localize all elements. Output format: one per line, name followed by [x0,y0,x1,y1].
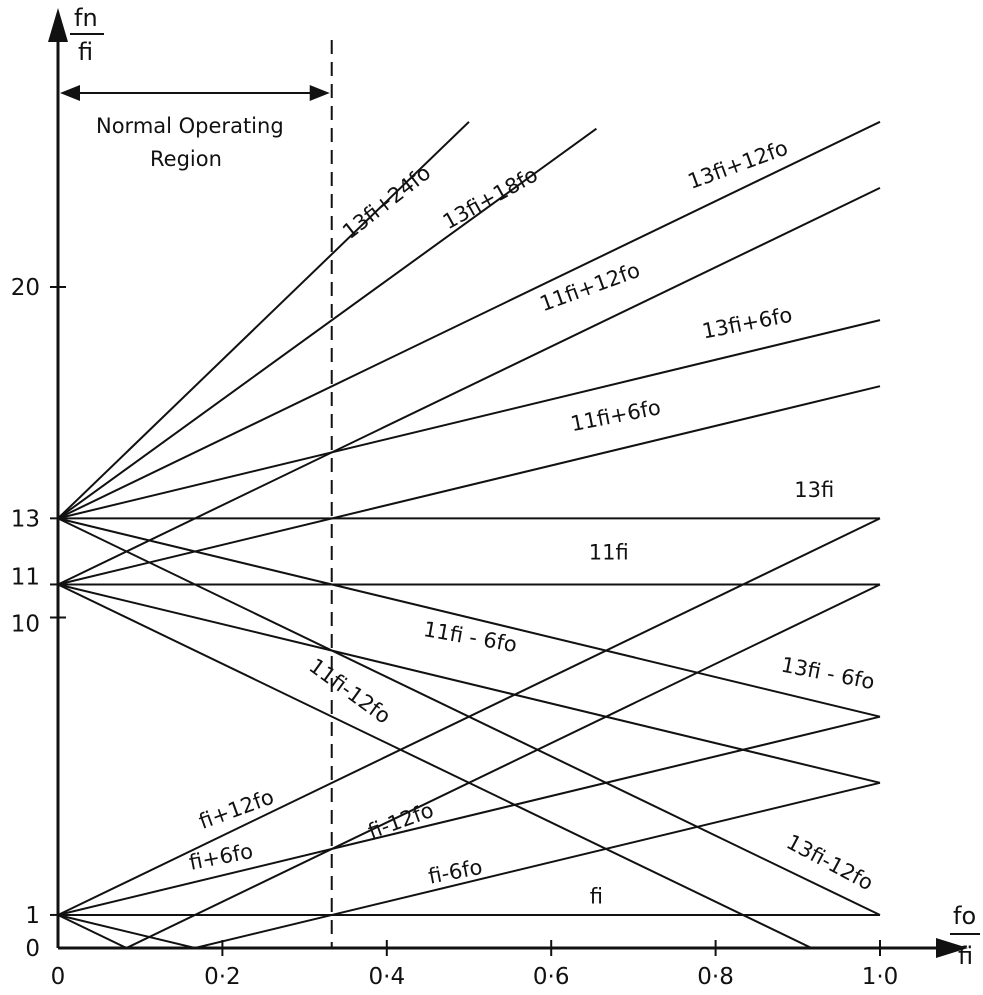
series-label-fi-12fo: fi-12fo [365,798,437,844]
series-label-fi-12fo: fi+12fo [196,785,277,834]
series-label-13fi-18fo: 13fi+18fo [439,162,542,234]
x-label-denominator: fi [958,942,973,970]
series-line-13fi-12fo [57,120,881,520]
series-lines [57,120,881,950]
series-line-13fi-6fo [57,517,881,718]
y-label-numerator: fn [74,4,98,32]
x-label-numerator: fo [953,902,976,930]
series-line-11fi-6fo [57,583,881,784]
region-label-line1: Normal Operating [96,114,284,138]
series-label-13fi-24fo: 13fi+24fo [338,161,435,244]
y-tick-label: 20 [11,275,40,301]
x-tick-label: 0·2 [204,964,241,990]
series-line-13fi-24fo [57,121,470,520]
y-tick-label: 1 [25,903,40,929]
x-tick-label: 0·4 [369,964,406,990]
series-label-11fi-6fo: 11fi+6fo [569,395,663,436]
series-labels: 13fi+24fo 13fi+18fo 13fi+12fo 11fi+12fo 13fi… [187,136,877,909]
x-tick-label: 0·8 [697,964,734,990]
x-axis-arrow [936,938,968,958]
series-label-13fi-6fo: 13fi+6fo [700,303,794,344]
series-label-fi: fi [590,884,603,908]
series-line-fi-6fo [57,715,881,916]
x-axis-label: fo fi [950,902,980,970]
region-arrow-right-icon [309,85,330,101]
series-label-11fi-6fo: 11fi - 6fo [422,617,519,657]
series-line-13fi-6fo [57,319,881,520]
series-label-fi-6fo: fi-6fo [426,855,484,889]
y-tick-label: 10 [11,612,40,638]
y-tick-label: 11 [11,564,40,590]
series-label-13fi-12fo: 13fi+12fo [685,136,791,194]
x-tick-label: 1·0 [862,964,899,990]
axis-ticks: 0 0·2 0·4 0·6 0·8 1·0 0 1 10 11 13 20 [11,275,899,990]
series-label-13fi: 13fi [794,478,834,502]
series-line-11fi-6fo [57,385,881,586]
region-label-line2: Region [150,147,222,171]
y-tick-label: 13 [11,506,40,532]
x-tick-label: 0 [51,964,66,990]
series-label-11fi-12fo: 11fi+12fo [537,258,643,316]
series-label-13fi-6fo: 13fi - 6fo [779,653,876,695]
series-line-fi-12fo [57,517,881,916]
series-line-13fi-18fo [57,127,597,520]
y-label-denominator: fi [78,38,93,66]
x-tick-label: 0·6 [533,964,570,990]
region-arrow-left-icon [60,85,80,101]
series-label-11fi: 11fi [589,541,629,565]
y-tick-label: 0 [25,936,40,962]
series-label-13fi-12fo: 13fi-12fo [783,830,878,896]
series-line-11fi-12fo [57,186,881,586]
y-axis-label: fn fi [70,4,104,66]
y-axis-arrow [48,8,68,42]
series-label-11fi-12fo: 11fi-12fo [305,654,396,729]
